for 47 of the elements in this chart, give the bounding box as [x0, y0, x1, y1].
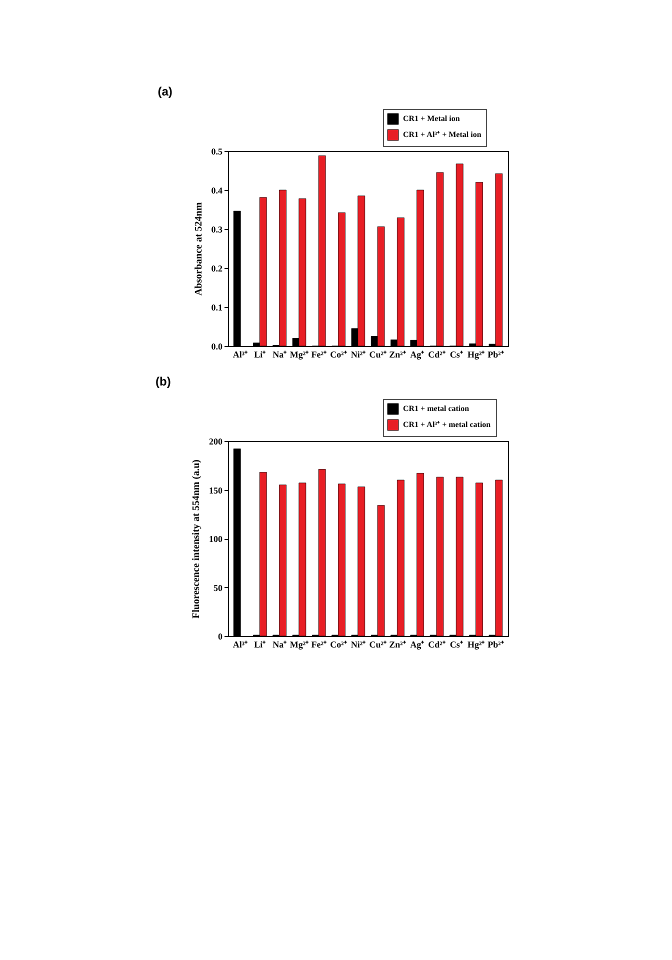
- x-tick-label: Hg²⁺: [467, 640, 485, 650]
- x-tick-label: Al³⁺: [232, 350, 248, 360]
- x-tick-label: Fe²⁺: [311, 640, 326, 650]
- x-tick-label: Ag⁺: [410, 640, 424, 650]
- chart-title: (a): [158, 84, 172, 98]
- y-tick-label: 200: [209, 436, 223, 446]
- x-tick-label: Cu²⁺: [369, 640, 386, 650]
- x-tick-label: Ag⁺: [410, 350, 424, 360]
- x-tick-label: Fe²⁺: [311, 350, 326, 360]
- x-tick-label: Cs⁺: [450, 640, 463, 650]
- y-tick-label: 0.3: [211, 224, 223, 234]
- y-tick-label: 100: [209, 534, 223, 544]
- x-tick-label: Hg²⁺: [467, 350, 485, 360]
- y-tick-label: 0.1: [211, 302, 223, 312]
- x-tick-label: Cd²⁺: [428, 640, 446, 650]
- y-tick-label: 0.2: [211, 264, 223, 274]
- x-tick-label: Ni²⁺: [350, 350, 366, 360]
- x-tick-label: Li⁺: [254, 640, 266, 650]
- y-tick-label: 50: [214, 582, 223, 593]
- x-tick-label: Zn²⁺: [389, 350, 406, 360]
- x-tick-label: Zn²⁺: [389, 640, 406, 650]
- legend-label: CR1 + Metal ion: [403, 114, 460, 123]
- x-tick-label: Li⁺: [254, 350, 266, 360]
- y-tick-label: 0: [218, 632, 223, 642]
- x-tick-label: Cs⁺: [450, 350, 463, 360]
- x-tick-label: Ni²⁺: [350, 640, 366, 650]
- legend-label: CR1 + Al³⁺ + metal cation: [403, 420, 492, 429]
- y-tick-label: 0.0: [211, 342, 223, 352]
- x-tick-label: Pb²⁺: [488, 640, 504, 650]
- y-tick-label: 0.5: [211, 146, 223, 156]
- chart-title: (b): [156, 374, 171, 388]
- x-tick-label: Cu²⁺: [369, 350, 386, 360]
- y-axis-title: Fluorescence intensity at 554nm (a.u): [191, 460, 202, 618]
- legend-label: CR1 + metal cation: [403, 404, 470, 413]
- y-tick-label: 150: [209, 485, 223, 496]
- x-tick-label: Mg²⁺: [290, 350, 309, 360]
- x-tick-label: Na⁺: [272, 640, 287, 650]
- y-tick-label: 0.4: [211, 186, 223, 196]
- y-axis-title: Absorbance at 524nm: [193, 202, 204, 296]
- x-tick-label: Co²⁺: [330, 640, 347, 650]
- x-tick-label: Mg²⁺: [290, 640, 309, 650]
- x-tick-label: Cd²⁺: [428, 350, 446, 360]
- x-tick-label: Al³⁺: [232, 640, 248, 650]
- x-tick-label: Pb²⁺: [488, 350, 504, 360]
- x-tick-label: Na⁺: [272, 350, 287, 360]
- x-tick-label: Co²⁺: [330, 350, 347, 360]
- legend-label: CR1 + Al³⁺ + Metal ion: [403, 130, 482, 139]
